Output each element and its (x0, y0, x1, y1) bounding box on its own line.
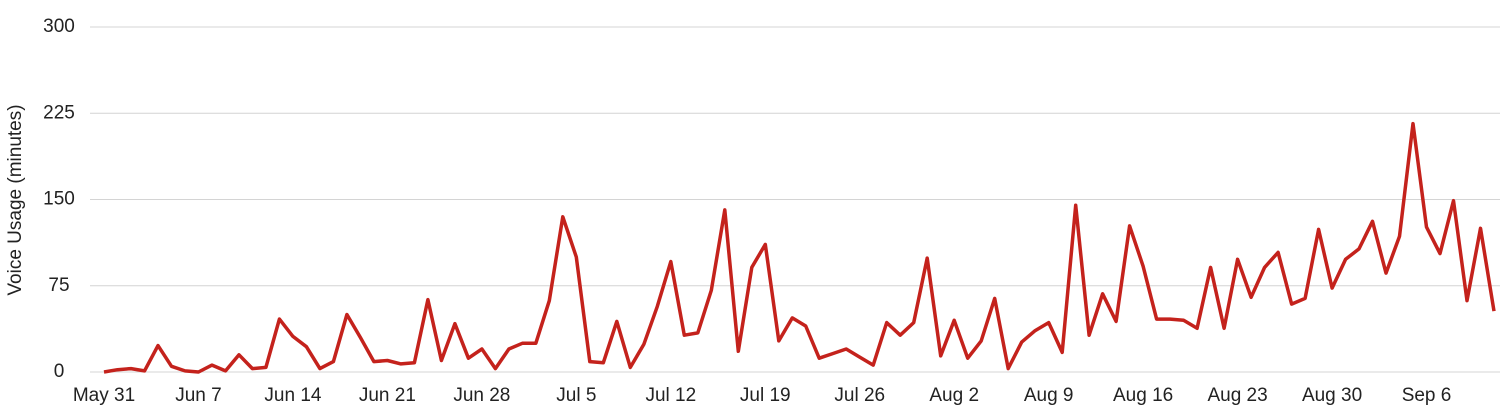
x-tick-label: Jul 5 (556, 385, 596, 406)
x-tick-label: Aug 9 (1024, 385, 1074, 406)
x-tick-label: May 31 (73, 385, 135, 406)
y-tick-label: 225 (43, 102, 75, 123)
x-tick-label: Jun 14 (264, 385, 321, 406)
y-tick-label: 75 (48, 275, 69, 296)
x-tick-label: Aug 16 (1113, 385, 1173, 406)
y-tick-label: 300 (43, 16, 75, 37)
y-tick-label: 150 (43, 189, 75, 210)
x-tick-label: Jul 26 (834, 385, 885, 406)
x-tick-label: Jun 7 (175, 385, 221, 406)
x-tick-label: Sep 6 (1402, 385, 1452, 406)
y-tick-label: 0 (54, 361, 65, 382)
data-line (103, 121, 1496, 374)
x-tick-label: Jun 21 (359, 385, 416, 406)
y-axis-label: Voice Usage (minutes) (5, 104, 26, 295)
x-tick-label: Jul 19 (740, 385, 791, 406)
x-tick-label: Aug 2 (929, 385, 979, 406)
x-tick-label: Jul 12 (645, 385, 696, 406)
x-tick-label: Aug 23 (1207, 385, 1267, 406)
x-tick-label: Aug 30 (1302, 385, 1362, 406)
x-tick-label: Jun 28 (453, 385, 510, 406)
